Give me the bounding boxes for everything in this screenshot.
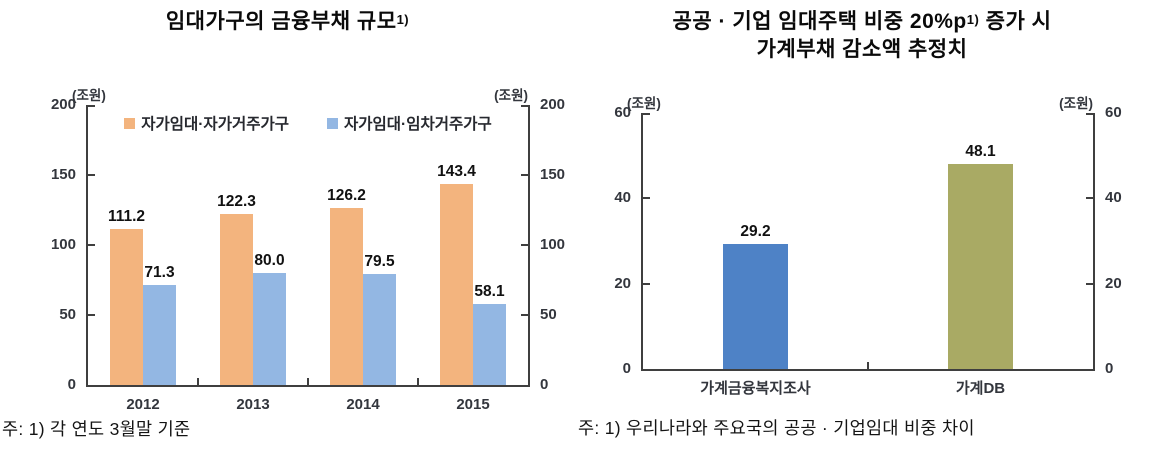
- y-axis-unit-right: (조원): [494, 88, 528, 103]
- y-tick-label-left: 40: [614, 189, 631, 207]
- y-tick-right: [521, 174, 528, 176]
- legend-swatch: [124, 117, 136, 129]
- y-axis-unit-left: (조원): [72, 88, 106, 103]
- category-label: 2013: [236, 396, 270, 413]
- legend-label: 자가임대·임차거주가구: [344, 116, 492, 133]
- bar-value-label: 29.2: [740, 223, 771, 241]
- y-axis-left-endcap: [88, 105, 95, 107]
- y-tick-label-right: 50: [540, 306, 557, 323]
- y-tick-label-left: 20: [614, 274, 631, 292]
- bar-value-label: 143.4: [437, 163, 476, 181]
- bar-가계금융복지조사: [723, 244, 788, 369]
- bar-value-label: 48.1: [965, 142, 996, 160]
- chart-left-title-text: 임대가구의 금융부채 규모: [165, 10, 397, 33]
- bar-series0-2015: [440, 184, 473, 385]
- bar-series1-2015: [473, 303, 506, 385]
- chart-left-footnote: 주: 1) 각 연도 3월말 기준: [2, 419, 191, 439]
- y-axis-left: [86, 105, 88, 387]
- y-tick-label-right: 20: [1105, 274, 1122, 292]
- y-tick-label-right: 100: [540, 236, 566, 253]
- category-label: 2014: [346, 396, 380, 413]
- legend-swatch: [327, 117, 338, 129]
- bar-value-label: 79.5: [364, 252, 395, 270]
- y-tick-label-left: 100: [50, 236, 76, 253]
- bar-value-label: 80.0: [254, 252, 285, 269]
- x-tick: [197, 378, 199, 385]
- bar-series0-2013: [220, 213, 253, 385]
- chart-left-title: 임대가구의 금융부채 규모1): [0, 8, 575, 36]
- bar-가계DB: [948, 163, 1013, 369]
- x-tick: [307, 378, 309, 385]
- y-tick-label-left: 0: [67, 376, 76, 393]
- bar-series0-2014: [330, 208, 363, 385]
- bar-value-label: 58.1: [474, 282, 505, 300]
- y-axis-unit-left: (조원): [627, 96, 661, 111]
- chart-right-title: 공공 · 기업 임대주택 비중 20%p1) 증가 시 가계부채 감소액 추정치: [575, 8, 1149, 64]
- y-axis-left: [641, 113, 643, 371]
- y-axis-right-endcap: [521, 105, 528, 107]
- y-tick-left: [88, 244, 95, 246]
- y-tick-label-left: 0: [622, 360, 631, 377]
- category-label: 2015: [456, 396, 490, 413]
- x-axis: [641, 369, 1095, 371]
- x-tick: [867, 362, 869, 369]
- y-tick-left: [88, 314, 95, 316]
- y-axis-right: [1093, 113, 1095, 371]
- y-tick-left: [643, 282, 650, 285]
- y-tick-label-right: 40: [1105, 189, 1122, 207]
- y-tick-label-right: 0: [1105, 360, 1114, 377]
- chart-left-title-footnote-marker: 1): [396, 12, 410, 27]
- y-tick-left: [88, 174, 95, 176]
- y-tick-label-left: 150: [50, 166, 76, 183]
- bar-value-label: 126.2: [327, 187, 366, 205]
- x-tick: [417, 378, 419, 385]
- y-tick-right: [521, 314, 528, 316]
- bar-series1-2012: [143, 285, 176, 385]
- category-label: 가계DB: [955, 380, 1006, 397]
- legend-item: 자가임대·임차거주가구: [327, 112, 492, 134]
- y-tick-right: [1086, 282, 1093, 285]
- bar-series0-2012: [110, 229, 143, 385]
- y-axis-left-endcap: [643, 113, 650, 115]
- legend-label: 자가임대·자가거주가구: [141, 116, 289, 133]
- chart-right-footnote: 주: 1) 우리나라와 주요국의 공공 · 기업임대 비중 차이: [578, 418, 975, 438]
- y-tick-right: [521, 244, 528, 246]
- bar-value-label: 111.2: [107, 208, 146, 226]
- y-axis-right: [528, 105, 530, 387]
- legend-item: 자가임대·자가거주가구: [124, 112, 289, 134]
- y-axis-right-endcap: [1086, 113, 1093, 115]
- category-label: 2012: [126, 396, 160, 413]
- y-tick-label-left: 50: [59, 306, 76, 323]
- y-tick-right: [1086, 197, 1093, 200]
- chart-right-title-footnote-marker: 1): [966, 12, 980, 27]
- category-label: 가계금융복지조사: [700, 380, 811, 397]
- y-tick-label-right: 150: [540, 166, 566, 183]
- bar-value-label: 71.3: [144, 264, 175, 282]
- y-tick-label-left: 60: [614, 104, 631, 121]
- y-axis-unit-right: (조원): [1059, 96, 1093, 111]
- chart-right-panel: 공공 · 기업 임대주택 비중 20%p1) 증가 시 가계부채 감소액 추정치…: [575, 0, 1149, 463]
- chart-left-panel: 임대가구의 금융부채 규모1) 주: 1) 각 연도 3월말 기준 0 0 50 50…: [0, 8, 575, 439]
- bar-value-label: 122.3: [217, 192, 256, 210]
- y-tick-label-left: 200: [50, 96, 76, 113]
- x-axis: [86, 385, 530, 387]
- y-tick-label-right: 200: [540, 96, 566, 113]
- y-tick-label-right: 60: [1105, 104, 1122, 121]
- legend: 자가임대·자가거주가구 자가임대·임차거주가구: [88, 112, 528, 134]
- y-tick-label-right: 0: [540, 376, 549, 393]
- y-tick-left: [643, 197, 650, 200]
- bar-series1-2014: [363, 273, 396, 385]
- chart-right-title-line1: 공공 · 기업 임대주택 비중 20%p1) 증가 시: [672, 10, 1052, 33]
- chart-right-title-line2: 가계부채 감소액 추정치: [756, 38, 968, 61]
- bar-series1-2013: [253, 273, 286, 385]
